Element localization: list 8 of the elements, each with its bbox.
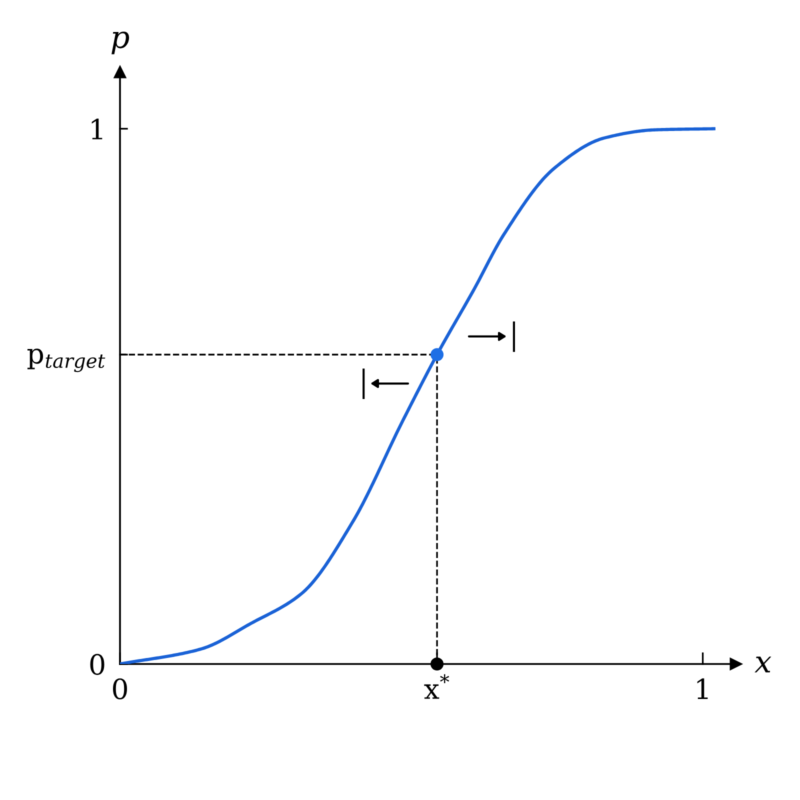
y-axis-title: p	[112, 32, 130, 54]
y-tick-label: 0	[90, 654, 104, 675]
y-tick-label: p$_{target}$	[27, 348, 106, 372]
y-tick-label: 1	[92, 118, 102, 140]
x-tick-label: x$^{*}$	[424, 674, 450, 699]
x-tick-label: 1	[697, 678, 708, 699]
x-axis-title: x	[754, 656, 772, 672]
x-tick-label: 0	[112, 678, 127, 700]
